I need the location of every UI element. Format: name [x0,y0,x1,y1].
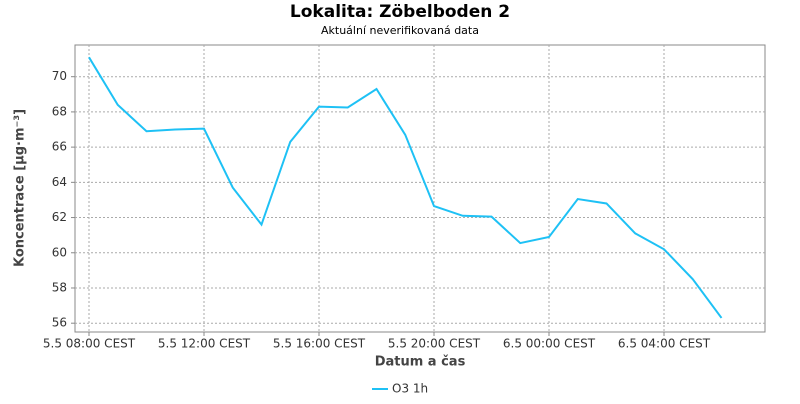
legend-label: O3 1h [392,382,428,396]
y-tick-label: 60 [52,245,67,259]
y-tick-label: 66 [52,140,67,154]
y-tick-label: 70 [52,69,67,83]
x-axis-label: Datum a čas [375,355,466,370]
chart-title: Lokalita: Zöbelboden 2 [290,2,510,22]
y-tick-label: 64 [52,175,67,189]
x-tick-label: 5.5 12:00 CEST [158,337,251,351]
y-tick-label: 68 [52,104,67,118]
y-tick-label: 56 [52,316,67,330]
y-axis-label: Koncentrace [µg·m⁻³] [13,109,28,267]
x-tick-label: 6.5 00:00 CEST [503,337,596,351]
x-tick-label: 5.5 16:00 CEST [273,337,366,351]
x-tick-label: 6.5 04:00 CEST [618,337,711,351]
y-tick-label: 58 [52,280,67,294]
y-tick-label: 62 [52,210,67,224]
chart-subtitle: Aktuální neverifikovaná data [321,24,479,37]
x-tick-label: 5.5 08:00 CEST [43,337,136,351]
x-tick-label: 5.5 20:00 CEST [388,337,481,351]
data-line [88,56,723,319]
plot-area [74,44,766,333]
